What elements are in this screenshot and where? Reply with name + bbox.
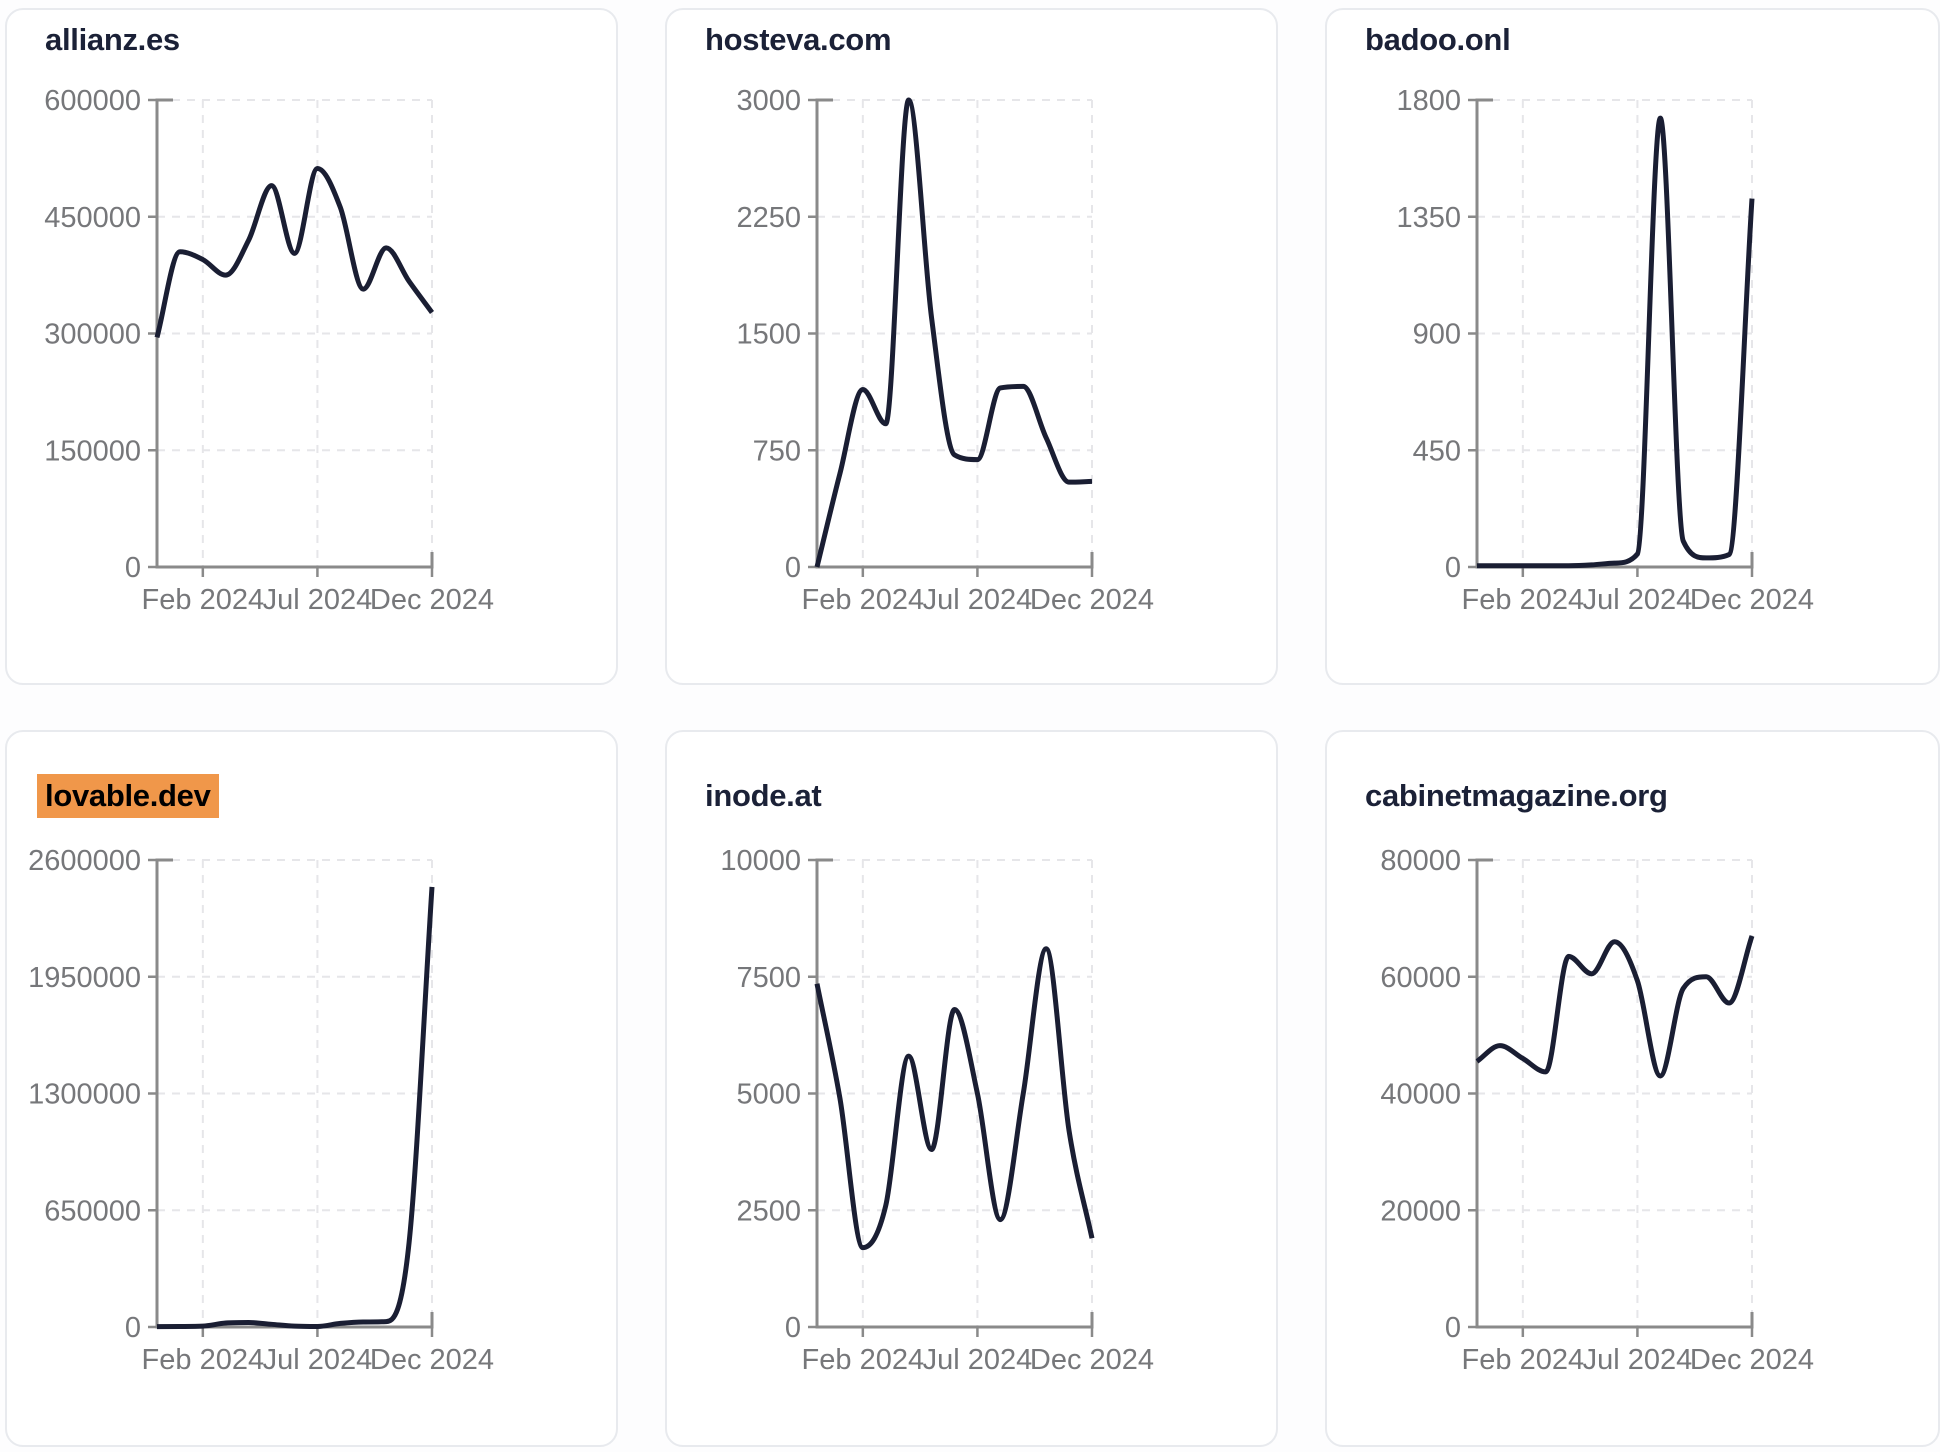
svg-text:0: 0 (1445, 552, 1461, 584)
svg-text:1350: 1350 (1396, 202, 1461, 234)
svg-text:150000: 150000 (44, 435, 141, 467)
svg-text:0: 0 (785, 552, 801, 584)
domain-title: badoo.onl (1365, 22, 1511, 57)
svg-text:5000: 5000 (736, 1079, 801, 1111)
svg-text:Feb 2024: Feb 2024 (1462, 584, 1585, 616)
svg-text:1500: 1500 (736, 319, 801, 351)
domain-title: cabinetmagazine.org (1365, 778, 1668, 813)
svg-text:0: 0 (125, 1312, 141, 1344)
card-title: hosteva.com (697, 18, 899, 62)
svg-text:Feb 2024: Feb 2024 (142, 1344, 265, 1376)
svg-text:1800: 1800 (1396, 85, 1461, 117)
domain-card[interactable]: inode.at 0 2500 5000 7500 10000 Feb 2024 Jul 2… (665, 730, 1278, 1447)
card-title: lovable.dev (37, 774, 219, 818)
domain-card[interactable]: badoo.onl 0 450 900 1350 1800 Feb 2024 Jul 202… (1325, 8, 1940, 685)
svg-text:750: 750 (753, 435, 801, 467)
card-title: badoo.onl (1357, 18, 1518, 62)
svg-text:0: 0 (125, 552, 141, 584)
svg-text:0: 0 (785, 1312, 801, 1344)
svg-text:2500: 2500 (736, 1195, 801, 1227)
svg-text:20000: 20000 (1380, 1195, 1461, 1227)
svg-text:1950000: 1950000 (28, 962, 141, 994)
svg-text:Jul 2024: Jul 2024 (1583, 584, 1693, 616)
domain-title: lovable.dev (37, 774, 219, 818)
svg-text:600000: 600000 (44, 85, 141, 117)
svg-text:40000: 40000 (1380, 1079, 1461, 1111)
svg-text:Dec 2024: Dec 2024 (1690, 1344, 1814, 1376)
svg-text:Dec 2024: Dec 2024 (370, 584, 494, 616)
svg-text:Dec 2024: Dec 2024 (1690, 584, 1814, 616)
card-title: inode.at (697, 774, 829, 818)
domain-title: allianz.es (45, 22, 180, 57)
svg-text:450: 450 (1413, 435, 1461, 467)
svg-text:1300000: 1300000 (28, 1079, 141, 1111)
svg-text:60000: 60000 (1380, 962, 1461, 994)
svg-text:Jul 2024: Jul 2024 (1583, 1344, 1693, 1376)
svg-text:Feb 2024: Feb 2024 (1462, 1344, 1585, 1376)
domain-card[interactable]: hosteva.com 0 750 1500 2250 3000 Feb 2024 Jul … (665, 8, 1278, 685)
svg-text:2250: 2250 (736, 202, 801, 234)
card-title: cabinetmagazine.org (1357, 774, 1676, 818)
svg-text:Jul 2024: Jul 2024 (263, 584, 373, 616)
svg-text:Feb 2024: Feb 2024 (142, 584, 265, 616)
svg-text:80000: 80000 (1380, 845, 1461, 877)
domain-title: hosteva.com (705, 22, 892, 57)
traffic-line-chart[interactable]: 0 650000 1300000 1950000 2600000 Feb 2024Jul … (7, 820, 547, 1380)
svg-text:2600000: 2600000 (28, 845, 141, 877)
svg-text:Feb 2024: Feb 2024 (802, 584, 925, 616)
domain-card[interactable]: lovable.dev 0 650000 1300000 1950000 2600000… (5, 730, 618, 1447)
svg-text:Jul 2024: Jul 2024 (923, 584, 1033, 616)
domain-title: inode.at (705, 778, 822, 813)
svg-text:3000: 3000 (736, 85, 801, 117)
svg-text:650000: 650000 (44, 1195, 141, 1227)
svg-text:Dec 2024: Dec 2024 (1030, 1344, 1154, 1376)
svg-text:10000: 10000 (720, 845, 801, 877)
domain-card[interactable]: cabinetmagazine.org 0 20000 40000 60000 8000… (1325, 730, 1940, 1447)
svg-text:Jul 2024: Jul 2024 (923, 1344, 1033, 1376)
svg-text:Jul 2024: Jul 2024 (263, 1344, 373, 1376)
svg-text:900: 900 (1413, 319, 1461, 351)
svg-text:300000: 300000 (44, 319, 141, 351)
svg-text:Dec 2024: Dec 2024 (1030, 584, 1154, 616)
domain-card[interactable]: allianz.es 0 150000 300000 450000 600000 Feb … (5, 8, 618, 685)
svg-text:7500: 7500 (736, 962, 801, 994)
card-title: allianz.es (37, 18, 188, 62)
svg-text:Feb 2024: Feb 2024 (802, 1344, 925, 1376)
svg-text:0: 0 (1445, 1312, 1461, 1344)
svg-text:Dec 2024: Dec 2024 (370, 1344, 494, 1376)
svg-text:450000: 450000 (44, 202, 141, 234)
